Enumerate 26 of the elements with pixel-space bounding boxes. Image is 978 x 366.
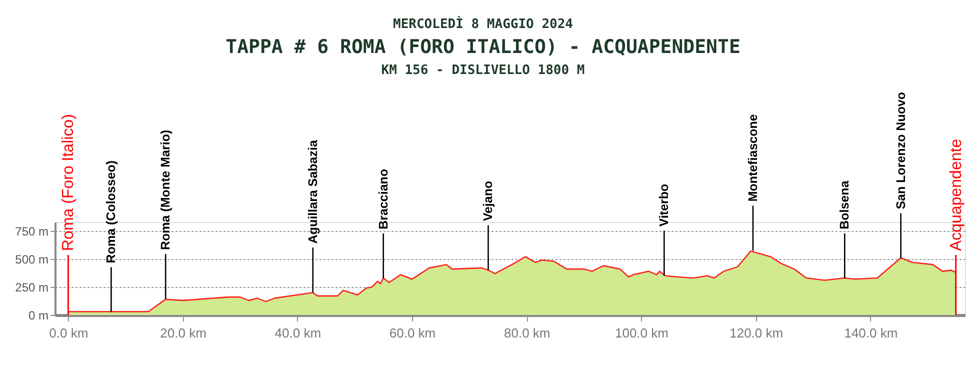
annotation: Vejano <box>481 180 496 222</box>
annotation: Roma (Monte Mario) <box>158 130 173 250</box>
y-tick-label: 750 m <box>15 224 48 238</box>
ref-line-label: Acquapendente <box>948 138 965 251</box>
chart-title: TAPPA # 6 ROMA (FORO ITALICO) - ACQUAPENDENTE <box>226 36 740 58</box>
x-tick-label: 120.0 km <box>730 326 784 340</box>
y-tick-label: 250 m <box>15 280 48 294</box>
x-tick-label: 60.0 km <box>389 326 436 340</box>
x-tick-label: 100.0 km <box>614 326 668 340</box>
y-tick-label: 500 m <box>15 252 48 266</box>
x-tick-label: 40.0 km <box>274 326 322 340</box>
annotation: Viterbo <box>657 183 672 227</box>
annotation: Aguillara Sabazia <box>306 139 320 244</box>
annotation: San Lorenzo Nuovo <box>894 92 908 210</box>
ref-line-label: Roma (Foro Italico) <box>60 114 78 251</box>
annotation: Bolsena <box>838 180 852 230</box>
annotation: Montefiascone <box>746 114 760 202</box>
x-tick-label: 140.0 km <box>844 326 898 340</box>
x-tick-label: 20.0 km <box>160 326 206 340</box>
x-tick-label: 80.0 km <box>504 326 550 340</box>
y-tick-label: 0 m <box>28 308 48 322</box>
annotation: Bracciano <box>376 168 390 230</box>
text: MERCOLEDÌ 8 MAGGIO 2024 <box>392 15 574 32</box>
annotation: Roma (Colosseo) <box>104 160 118 264</box>
chart-subtitle: KM 156 - DISLIVELLO 1800 M <box>381 63 585 78</box>
x-tick-label: 0.0 km <box>49 326 88 340</box>
